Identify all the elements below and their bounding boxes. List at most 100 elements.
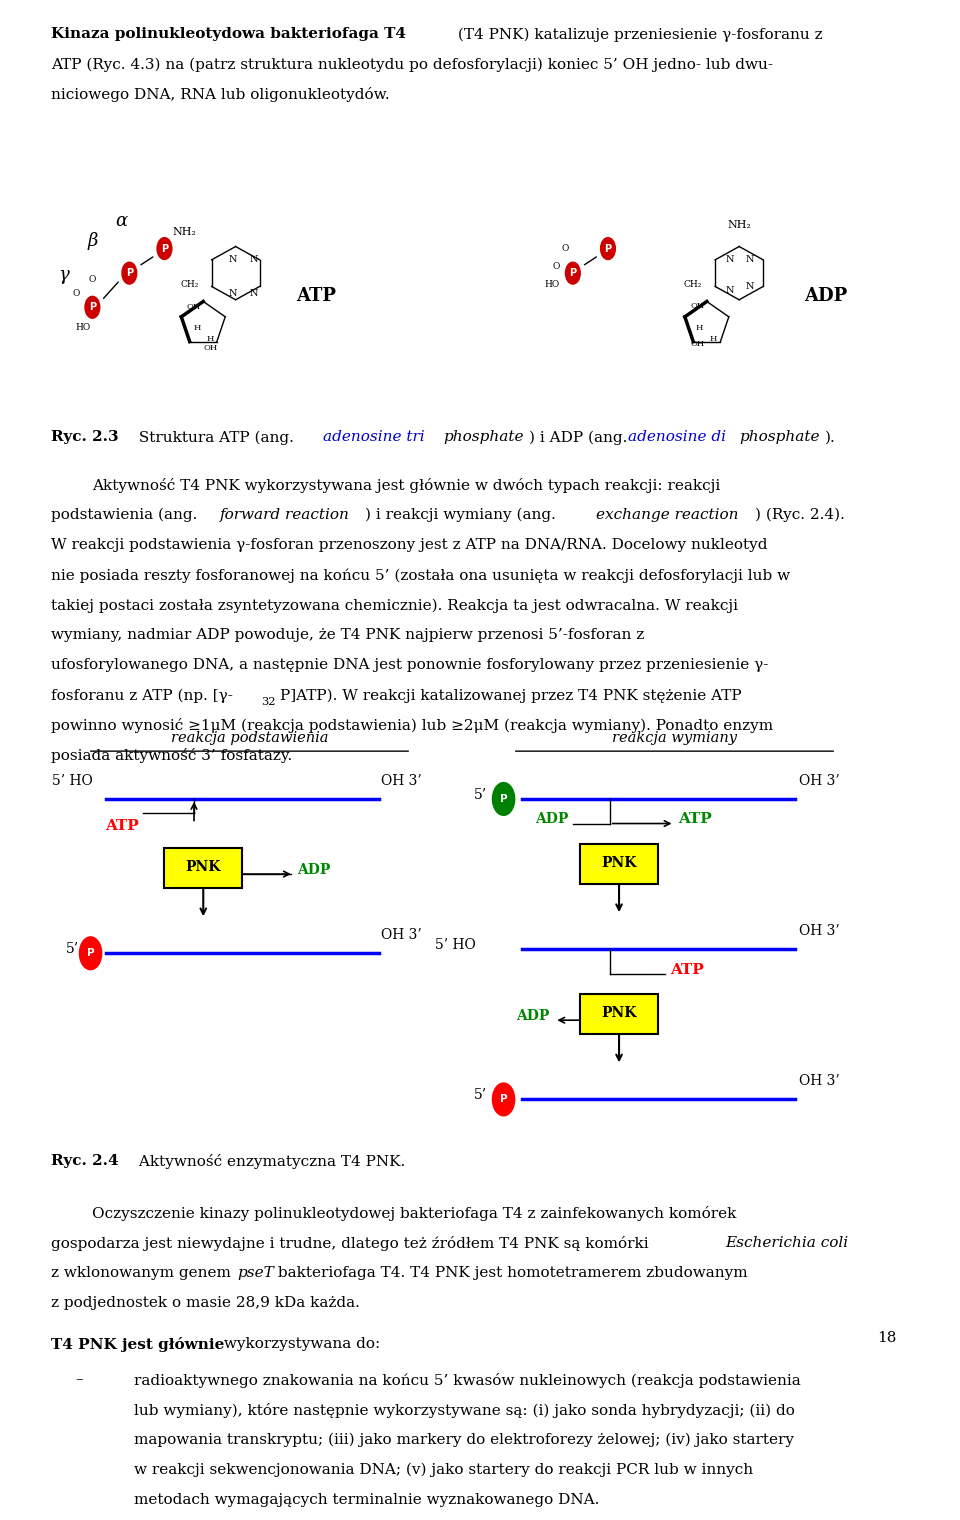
Text: podstawienia (ang.: podstawienia (ang.	[51, 508, 202, 523]
Text: reakcja podstawienia: reakcja podstawienia	[171, 731, 328, 745]
Text: 5’: 5’	[474, 787, 487, 803]
Text: γ: γ	[59, 266, 69, 284]
Text: ATP: ATP	[296, 287, 336, 306]
Text: P: P	[605, 243, 612, 254]
Text: NH₂: NH₂	[728, 220, 751, 231]
Text: ATP (Ryc. 4.3) na (patrz struktura nukleotydu po defosforylacji) koniec 5’ OH je: ATP (Ryc. 4.3) na (patrz struktura nukle…	[51, 58, 773, 71]
Circle shape	[601, 237, 615, 260]
Text: P: P	[500, 793, 508, 804]
Text: α: α	[115, 211, 128, 230]
Text: P: P	[161, 243, 168, 254]
Text: P: P	[86, 948, 94, 958]
Text: N: N	[726, 255, 734, 264]
Text: N: N	[228, 289, 237, 298]
Text: OH: OH	[690, 302, 705, 310]
Circle shape	[565, 263, 580, 284]
Text: w reakcji sekwencjonowania DNA; (v) jako startery do reakcji PCR lub w innych: w reakcji sekwencjonowania DNA; (v) jako…	[134, 1462, 753, 1477]
Text: Aktywność T4 PNK wykorzystywana jest głównie w dwóch typach reakcji: reakcji: Aktywność T4 PNK wykorzystywana jest głó…	[92, 477, 721, 492]
Text: ATP: ATP	[105, 819, 138, 833]
Text: (T4 PNK) katalizuje przeniesienie γ-fosforanu z: (T4 PNK) katalizuje przeniesienie γ-fosf…	[453, 27, 823, 41]
Text: Escherichia coli: Escherichia coli	[726, 1236, 849, 1249]
Text: ufosforylowanego DNA, a następnie DNA jest ponownie fosforylowany przez przenies: ufosforylowanego DNA, a następnie DNA je…	[51, 658, 768, 672]
Text: CH₂: CH₂	[684, 280, 702, 289]
Text: ADP: ADP	[516, 1009, 550, 1023]
Text: phosphate: phosphate	[739, 430, 820, 444]
Text: O: O	[88, 275, 96, 284]
Text: OH 3’: OH 3’	[381, 929, 421, 942]
Text: CH₂: CH₂	[180, 280, 199, 289]
Text: mapowania transkryptu; (iii) jako markery do elektroforezy żelowej; (iv) jako st: mapowania transkryptu; (iii) jako marker…	[134, 1433, 794, 1447]
Circle shape	[157, 237, 172, 260]
Text: niciowego DNA, RNA lub oligonukleotydów.: niciowego DNA, RNA lub oligonukleotydów.	[51, 88, 390, 102]
FancyBboxPatch shape	[580, 844, 658, 883]
Text: N: N	[250, 289, 258, 298]
Text: N: N	[228, 255, 237, 264]
Text: 5’ HO: 5’ HO	[435, 938, 476, 952]
Text: wymiany, nadmiar ADP powoduje, że T4 PNK najpierw przenosi 5’-fosforan z: wymiany, nadmiar ADP powoduje, że T4 PNK…	[51, 628, 644, 643]
Text: wykorzystywana do:: wykorzystywana do:	[219, 1338, 380, 1351]
Text: PNK: PNK	[601, 1006, 636, 1020]
Text: N: N	[726, 286, 734, 295]
Text: P]ATP). W reakcji katalizowanej przez T4 PNK stężenie ATP: P]ATP). W reakcji katalizowanej przez T4…	[280, 689, 741, 702]
Text: z podjednostek o masie 28,9 kDa każda.: z podjednostek o masie 28,9 kDa każda.	[51, 1297, 360, 1310]
Text: ).: ).	[825, 430, 836, 444]
Text: H: H	[193, 324, 201, 331]
FancyBboxPatch shape	[580, 994, 658, 1034]
Text: 5’ HO: 5’ HO	[52, 774, 92, 787]
Text: OH 3’: OH 3’	[800, 924, 840, 938]
Text: Struktura ATP (ang.: Struktura ATP (ang.	[134, 430, 299, 444]
Text: H: H	[696, 324, 703, 331]
Text: N: N	[746, 283, 755, 292]
Text: –: –	[76, 1373, 84, 1386]
Circle shape	[80, 936, 102, 970]
Text: ) i reakcji wymiany (ang.: ) i reakcji wymiany (ang.	[365, 508, 561, 523]
Text: O: O	[562, 245, 569, 252]
Text: forward reaction: forward reaction	[220, 508, 349, 521]
Text: PNK: PNK	[185, 860, 221, 874]
Text: P: P	[126, 268, 132, 278]
Text: N: N	[746, 255, 755, 264]
Text: P: P	[500, 1094, 508, 1105]
Text: Ryc. 2.4: Ryc. 2.4	[51, 1154, 118, 1167]
Text: ADP: ADP	[298, 863, 331, 877]
Circle shape	[492, 1084, 515, 1116]
Text: gospodarza jest niewydajne i trudne, dlatego też źródłem T4 PNK są komórki: gospodarza jest niewydajne i trudne, dla…	[51, 1236, 654, 1251]
Text: reakcja wymiany: reakcja wymiany	[612, 731, 737, 745]
Text: z wklonowanym genem: z wklonowanym genem	[51, 1266, 235, 1280]
Text: O: O	[553, 261, 560, 271]
Circle shape	[122, 263, 136, 284]
Text: OH 3’: OH 3’	[381, 774, 421, 787]
Text: ) i ADP (ang.: ) i ADP (ang.	[529, 430, 633, 444]
Text: OH 3’: OH 3’	[800, 774, 840, 787]
Circle shape	[85, 296, 100, 318]
Text: ATP: ATP	[670, 962, 704, 977]
Text: adenosine di: adenosine di	[628, 430, 727, 444]
Text: HO: HO	[545, 280, 560, 289]
Text: W reakcji podstawienia γ-fosforan przenoszony jest z ATP na DNA/RNA. Docelowy nu: W reakcji podstawienia γ-fosforan przeno…	[51, 538, 767, 552]
Text: β: β	[87, 233, 98, 251]
Text: OH: OH	[187, 304, 202, 312]
Text: phosphate: phosphate	[444, 430, 524, 444]
Text: PNK: PNK	[601, 856, 636, 869]
Text: NH₂: NH₂	[173, 226, 197, 237]
Text: O: O	[72, 289, 80, 298]
Text: bakteriofaga T4. T4 PNK jest homotetramerem zbudowanym: bakteriofaga T4. T4 PNK jest homotetrame…	[273, 1266, 747, 1280]
Text: Aktywność enzymatyczna T4 PNK.: Aktywność enzymatyczna T4 PNK.	[134, 1154, 405, 1169]
Text: posiada aktywność 3’ fosfatazy.: posiada aktywność 3’ fosfatazy.	[51, 748, 292, 763]
Text: radioaktywnego znakowania na końcu 5’ kwasów nukleinowych (reakcja podstawienia: radioaktywnego znakowania na końcu 5’ kw…	[134, 1373, 801, 1388]
FancyBboxPatch shape	[164, 848, 242, 888]
Text: ADP: ADP	[535, 812, 568, 827]
Text: Kinaza polinukleotydowa bakteriofaga T4: Kinaza polinukleotydowa bakteriofaga T4	[51, 27, 406, 41]
Text: H: H	[709, 334, 717, 342]
Circle shape	[492, 783, 515, 815]
Text: HO: HO	[76, 324, 91, 333]
Text: 5’: 5’	[65, 942, 79, 956]
Text: ATP: ATP	[678, 812, 712, 827]
Text: 18: 18	[876, 1332, 897, 1345]
Text: OH: OH	[204, 344, 218, 353]
Text: takiej postaci została zsyntetyzowana chemicznie). Reakcja ta jest odwracalna. W: takiej postaci została zsyntetyzowana ch…	[51, 599, 738, 613]
Text: pseT: pseT	[237, 1266, 275, 1280]
Text: ADP: ADP	[804, 287, 847, 306]
Text: T4 PNK jest głównie: T4 PNK jest głównie	[51, 1338, 225, 1353]
Text: powinno wynosić ≥1μM (reakcja podstawienia) lub ≥2μM (reakcja wymiany). Ponadto : powinno wynosić ≥1μM (reakcja podstawien…	[51, 719, 773, 733]
